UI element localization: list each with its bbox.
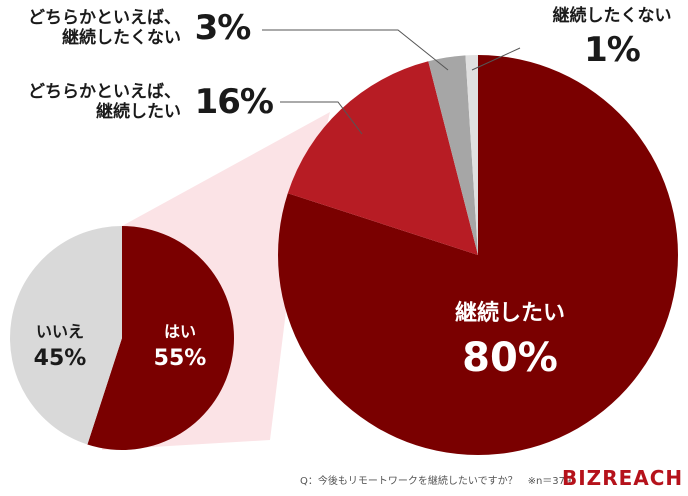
small-slice-label-yes: はい 55% (153, 322, 207, 371)
big-pie-slice-1 (287, 61, 478, 255)
big-pie-slice-2 (428, 55, 478, 255)
label-somewhat-not-continue: どちらかといえば、 継続したくない 3% (28, 8, 252, 48)
small-pie-slice-1 (9, 226, 123, 445)
leader-lines (262, 29, 521, 135)
big-pie (277, 55, 678, 455)
leader-somewhat-not-continue (262, 29, 449, 71)
leader-somewhat-continue (280, 101, 363, 135)
leader-not-continue (471, 47, 521, 71)
big-pie-slice-3 (465, 55, 478, 255)
small-slice-label-no: いいえ 45% (33, 322, 87, 371)
small-pie (9, 226, 234, 450)
big-slice-label-continue: 継続したい 80% (454, 301, 565, 381)
label-somewhat-continue: どちらかといえば、 継続したい 16% (28, 82, 274, 122)
small-pie-slice-0 (87, 226, 234, 450)
bizreach-logo: BIZREACH (562, 466, 684, 490)
label-not-continue: 継続したくない 1% (546, 6, 678, 70)
footer-question: Q：今後もリモートワークを継続したいですか？ ※n＝379 (300, 476, 572, 487)
label-not-continue-value: 1% (584, 30, 641, 70)
label-somewhat-not-continue-value: 3% (194, 8, 252, 48)
label-somewhat-continue-value: 16% (194, 82, 274, 122)
